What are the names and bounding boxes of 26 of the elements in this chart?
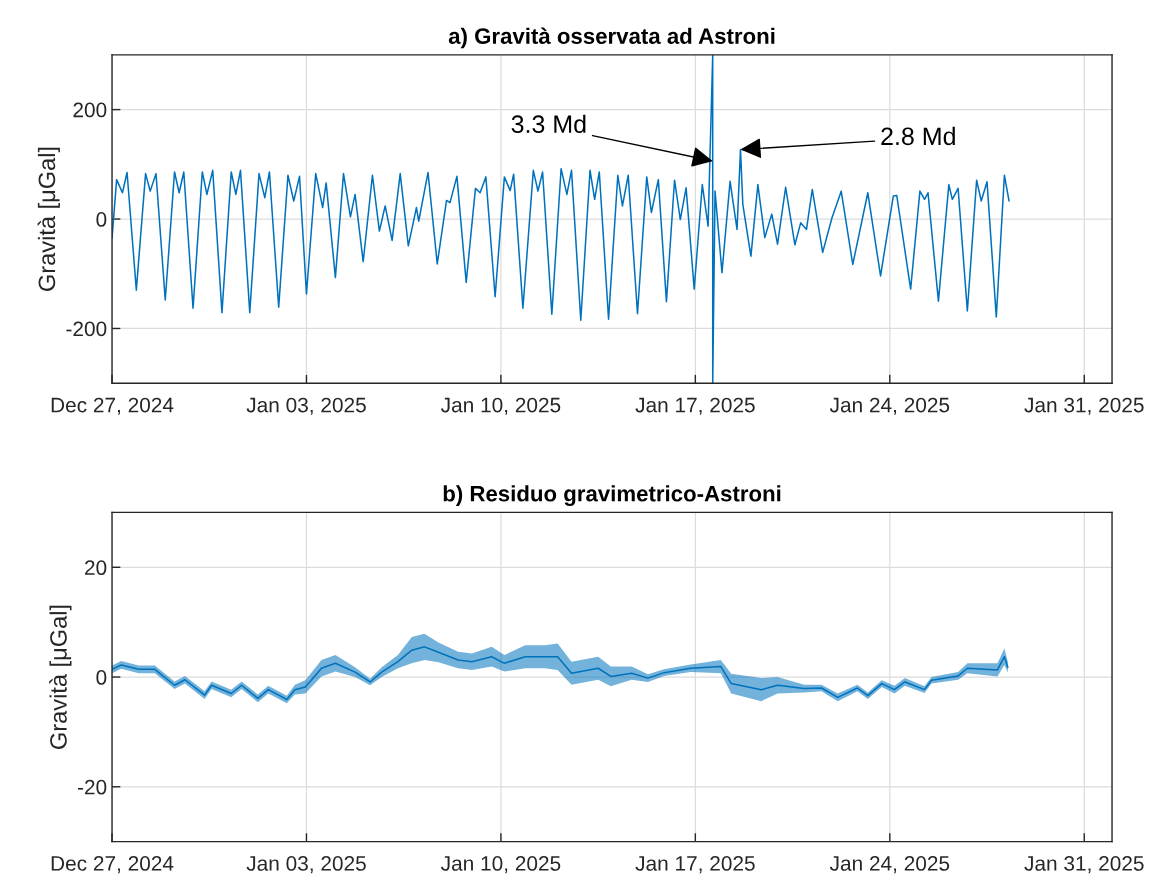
x-tick-label: Jan 24, 2025 xyxy=(829,856,950,874)
y-tick-label: 200 xyxy=(73,102,107,118)
x-tick-label: Dec 27, 2024 xyxy=(51,397,174,415)
annotation: 2.8 Md xyxy=(881,126,955,146)
y-tick-label: 0 xyxy=(96,212,107,227)
y-axis-title: Gravità [μGal] xyxy=(37,147,60,291)
chart-title: b) Residuo gravimetrico-Astroni xyxy=(443,485,781,507)
x-tick-label: Dec 27, 2024 xyxy=(51,856,174,874)
x-tick-label: Jan 17, 2025 xyxy=(635,397,755,415)
x-tick-label: Jan 10, 2025 xyxy=(441,856,561,874)
x-tick-label: Jan 17, 2025 xyxy=(635,856,755,874)
x-tick-label: Jan 31, 2025 xyxy=(1024,856,1144,874)
x-tick-label: Jan 03, 2025 xyxy=(246,397,366,415)
y-tick-label: 20 xyxy=(85,560,107,576)
x-tick-label: Jan 10, 2025 xyxy=(441,397,561,415)
annotation: 3.3 Md xyxy=(511,114,586,134)
x-tick-label: Jan 24, 2025 xyxy=(829,397,950,415)
line-series xyxy=(112,54,1010,384)
x-tick-label: Jan 31, 2025 xyxy=(1024,397,1144,415)
chart-title: a) Gravità osservata ad Astroni xyxy=(448,27,775,49)
y-axis-title: Gravità [μGal] xyxy=(49,605,72,749)
y-tick-label: 0 xyxy=(96,670,107,685)
x-tick-label: Jan 03, 2025 xyxy=(246,856,366,874)
y-tick-label: -20 xyxy=(77,779,107,795)
y-tick-label: -200 xyxy=(66,321,107,337)
line-series xyxy=(112,646,1009,701)
